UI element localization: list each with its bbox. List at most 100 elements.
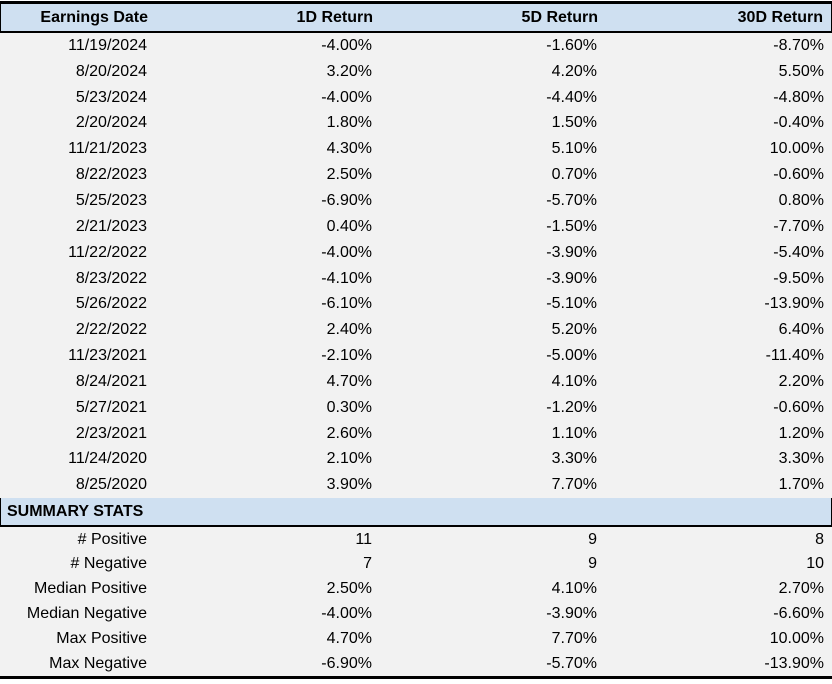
return-30d-cell: -7.70% [773, 218, 824, 235]
table-row: 2/20/2024 1.80% 1.50% -0.40% [0, 110, 832, 137]
return-5d-cell: -5.70% [546, 192, 597, 209]
summary-1d-value: 11 [355, 531, 372, 548]
earnings-date-cell: 2/23/2021 [75, 425, 147, 442]
return-5d-cell: -5.10% [546, 296, 597, 313]
summary-row: # Negative 7 9 10 [0, 551, 832, 577]
summary-5d-value: 9 [588, 556, 597, 573]
table-row: 5/26/2022 -6.10% -5.10% -13.90% [0, 291, 832, 318]
table-row: 8/22/2023 2.50% 0.70% -0.60% [0, 162, 832, 189]
summary-stat-label: # Positive [77, 531, 147, 548]
table-row: 11/23/2021 -2.10% -5.00% -11.40% [0, 343, 832, 369]
summary-1d-value: 4.70% [326, 630, 372, 647]
summary-5d-value: -5.70% [546, 655, 597, 672]
return-1d-cell: 0.30% [326, 399, 372, 416]
return-5d-cell: -3.90% [546, 270, 597, 287]
return-1d-cell: -4.00% [321, 89, 372, 106]
summary-30d-value: 10.00% [769, 630, 824, 647]
return-5d-cell: -3.90% [546, 244, 597, 261]
return-1d-cell: 2.50% [326, 167, 372, 184]
column-header-5d-return: 5D Return [521, 9, 598, 26]
return-30d-cell: -9.50% [773, 270, 824, 287]
return-1d-cell: -6.10% [321, 296, 372, 313]
earnings-date-cell: 11/23/2021 [68, 348, 147, 365]
summary-1d-value: -4.00% [321, 605, 372, 622]
earnings-date-cell: 5/27/2021 [75, 399, 147, 416]
summary-row: Max Positive 4.70% 7.70% 10.00% [0, 626, 832, 652]
table-row: 11/21/2023 4.30% 5.10% 10.00% [0, 136, 832, 163]
return-5d-cell: 1.10% [551, 425, 597, 442]
return-1d-cell: 4.70% [326, 373, 372, 390]
summary-stats-title: SUMMARY STATS [7, 503, 144, 520]
return-5d-cell: -1.60% [546, 37, 597, 54]
return-1d-cell: -4.10% [321, 270, 372, 287]
return-30d-cell: -8.70% [773, 37, 824, 54]
earnings-date-cell: 5/25/2023 [75, 192, 147, 209]
table-row: 5/23/2024 -4.00% -4.40% -4.80% [0, 84, 832, 111]
summary-1d-value: 2.50% [326, 581, 372, 598]
return-30d-cell: 1.20% [778, 425, 824, 442]
return-30d-cell: -0.40% [773, 115, 824, 132]
earnings-date-cell: 8/22/2023 [75, 167, 147, 184]
summary-30d-value: -6.60% [773, 605, 824, 622]
return-5d-cell: -1.20% [546, 399, 597, 416]
earnings-date-cell: 8/25/2020 [75, 477, 147, 494]
earnings-date-cell: 2/20/2024 [75, 115, 147, 132]
earnings-date-cell: 8/20/2024 [75, 63, 147, 80]
return-5d-cell: 3.30% [551, 451, 597, 468]
summary-5d-value: 9 [588, 531, 597, 548]
earnings-date-cell: 11/22/2022 [68, 244, 147, 261]
summary-5d-value: 7.70% [551, 630, 597, 647]
return-1d-cell: 2.10% [326, 451, 372, 468]
summary-row: Median Positive 2.50% 4.10% 2.70% [0, 576, 832, 602]
column-header-1d-return: 1D Return [296, 9, 373, 26]
summary-body: # Positive 11 9 8 # Negative 7 9 10 Medi… [0, 527, 832, 676]
column-header-earnings-date: Earnings Date [40, 9, 148, 26]
return-1d-cell: 3.20% [326, 63, 372, 80]
table-row: 8/25/2020 3.90% 7.70% 1.70% [0, 472, 832, 499]
summary-row: Median Negative -4.00% -3.90% -6.60% [0, 601, 832, 627]
return-1d-cell: -6.90% [321, 192, 372, 209]
return-5d-cell: 7.70% [551, 477, 597, 494]
return-5d-cell: -1.50% [546, 218, 597, 235]
table-body: 11/19/2024 -4.00% -1.60% -8.70% 8/20/202… [0, 33, 832, 499]
summary-stats-header-row: SUMMARY STATS [0, 498, 832, 528]
return-1d-cell: -4.00% [321, 37, 372, 54]
return-30d-cell: -0.60% [773, 167, 824, 184]
earnings-date-cell: 11/21/2023 [68, 141, 147, 158]
summary-1d-value: 7 [363, 556, 372, 573]
table-row: 8/24/2021 4.70% 4.10% 2.20% [0, 368, 832, 395]
table-row: 2/22/2022 2.40% 5.20% 6.40% [0, 317, 832, 344]
earnings-date-cell: 5/26/2022 [75, 296, 147, 313]
return-1d-cell: 2.40% [326, 322, 372, 339]
return-30d-cell: -11.40% [765, 348, 824, 365]
return-30d-cell: 1.70% [778, 477, 824, 494]
return-30d-cell: -0.60% [773, 399, 824, 416]
summary-row: Max Negative -6.90% -5.70% -13.90% [0, 651, 832, 676]
earnings-date-cell: 11/19/2024 [68, 37, 147, 54]
summary-1d-value: -6.90% [321, 655, 372, 672]
return-5d-cell: -5.00% [546, 348, 597, 365]
summary-stat-label: Max Positive [56, 630, 147, 647]
return-1d-cell: -4.00% [321, 244, 372, 261]
summary-stat-label: Median Positive [34, 581, 147, 598]
return-30d-cell: 6.40% [778, 322, 824, 339]
return-5d-cell: 4.10% [551, 373, 597, 390]
summary-5d-value: -3.90% [546, 605, 597, 622]
table-row: 11/22/2022 -4.00% -3.90% -5.40% [0, 239, 832, 266]
summary-30d-value: 10 [806, 556, 824, 573]
summary-stat-label: Max Negative [49, 655, 147, 672]
summary-row: # Positive 11 9 8 [0, 527, 832, 552]
table-header-row: Earnings Date 1D Return 5D Return 30D Re… [0, 4, 832, 33]
return-1d-cell: 0.40% [326, 218, 372, 235]
table-row: 11/24/2020 2.10% 3.30% 3.30% [0, 446, 832, 473]
table-row: 11/19/2024 -4.00% -1.60% -8.70% [0, 33, 832, 59]
return-30d-cell: -13.90% [764, 296, 824, 313]
return-5d-cell: 5.10% [551, 141, 597, 158]
return-5d-cell: 4.20% [551, 63, 597, 80]
earnings-date-cell: 11/24/2020 [68, 451, 147, 468]
return-1d-cell: -2.10% [321, 348, 372, 365]
return-30d-cell: 0.80% [778, 192, 824, 209]
table-row: 2/21/2023 0.40% -1.50% -7.70% [0, 213, 832, 240]
return-5d-cell: 1.50% [551, 115, 597, 132]
